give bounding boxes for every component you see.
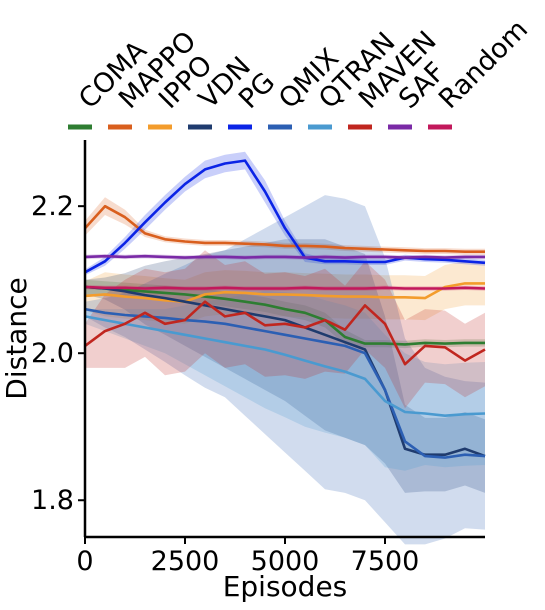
- y-tick-label: 2.0: [31, 338, 74, 369]
- x-tick-label: 7500: [351, 546, 420, 577]
- legend: COMAMAPPOIPPOVDNPGQMIXQTRANMAVENSAFRando…: [68, 14, 534, 127]
- line-random: [85, 287, 485, 289]
- x-axis-title: Episodes: [223, 570, 348, 603]
- legend-label-random: Random: [433, 14, 534, 115]
- y-tick-label: 1.8: [31, 485, 74, 516]
- x-tick-label: 0: [76, 546, 93, 577]
- y-axis-title: Distance: [0, 277, 33, 399]
- confidence-bands: [85, 152, 485, 545]
- y-tick-label: 2.2: [31, 191, 74, 222]
- x-tick-label: 2500: [151, 546, 220, 577]
